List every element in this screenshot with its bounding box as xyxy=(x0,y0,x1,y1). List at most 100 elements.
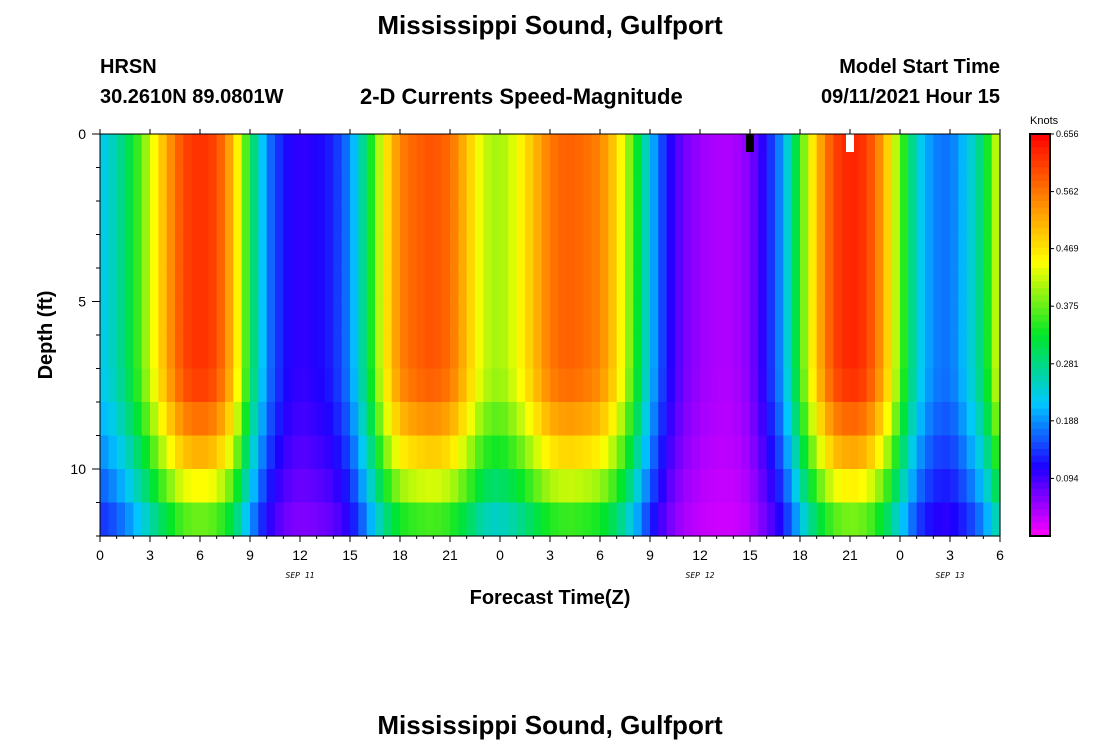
heatmap-cell xyxy=(375,502,384,537)
heatmap-cell xyxy=(891,435,901,470)
heatmap-cell xyxy=(766,167,776,202)
heatmap-cell xyxy=(650,435,659,470)
heatmap-cell xyxy=(191,502,201,537)
heatmap-cell xyxy=(516,167,526,202)
heatmap-cell xyxy=(525,134,534,169)
heatmap-cell xyxy=(391,201,401,236)
heatmap-cell xyxy=(841,469,851,504)
heatmap-cell xyxy=(950,502,959,537)
heatmap-cell xyxy=(341,335,351,370)
heatmap-cell xyxy=(375,268,384,303)
heatmap-cell xyxy=(275,201,284,236)
time-marker xyxy=(746,134,754,152)
heatmap-cell xyxy=(858,268,868,303)
heatmap-cell xyxy=(508,368,518,403)
heatmap-cell xyxy=(575,435,584,470)
heatmap-cell xyxy=(191,402,201,437)
heatmap-cell xyxy=(975,469,984,504)
heatmap-cell xyxy=(166,301,176,336)
date-label: SEP 13 xyxy=(936,571,965,580)
heatmap-cell xyxy=(400,469,409,504)
heatmap-cell xyxy=(750,435,759,470)
heatmap-cell xyxy=(483,502,493,537)
heatmap-cell xyxy=(908,301,918,336)
heatmap-cell xyxy=(391,502,401,537)
heatmap-cell xyxy=(858,201,868,236)
heatmap-cell xyxy=(266,368,276,403)
heatmap-cell xyxy=(466,335,476,370)
heatmap-cell xyxy=(575,201,584,236)
heatmap-cell xyxy=(658,402,668,437)
heatmap-cell xyxy=(766,469,776,504)
heatmap-cell xyxy=(975,201,984,236)
colorbar-cell xyxy=(1030,402,1050,410)
heatmap-cell xyxy=(350,167,359,202)
heatmap-cell xyxy=(350,335,359,370)
heatmap-cell xyxy=(425,134,434,169)
heatmap-cell xyxy=(966,368,976,403)
model-start-value: 09/11/2021 Hour 15 xyxy=(820,86,1000,108)
heatmap-cell xyxy=(866,201,876,236)
heatmap-cell xyxy=(291,402,301,437)
heatmap-cell xyxy=(850,435,859,470)
heatmap-cell xyxy=(316,234,326,269)
heatmap-cell xyxy=(525,167,534,202)
heatmap-cell xyxy=(641,335,651,370)
x-tick-label: 18 xyxy=(392,547,408,563)
heatmap-cell xyxy=(975,134,984,169)
heatmap-cell xyxy=(641,469,651,504)
heatmap-cell xyxy=(291,234,301,269)
heatmap-cell xyxy=(158,167,168,202)
heatmap-cell xyxy=(400,201,409,236)
heatmap-cell xyxy=(216,134,226,169)
heatmap-cell xyxy=(366,234,376,269)
heatmap-cell xyxy=(958,201,968,236)
heatmap-cell xyxy=(983,201,993,236)
heatmap-cell xyxy=(883,502,893,537)
heatmap-cell xyxy=(383,335,393,370)
heatmap-cell xyxy=(241,402,251,437)
heatmap-cell xyxy=(558,502,568,537)
heatmap-cell xyxy=(841,502,851,537)
heatmap-cell xyxy=(683,335,693,370)
heatmap-cell xyxy=(125,502,134,537)
heatmap-cell xyxy=(916,502,926,537)
heatmap-cell xyxy=(158,134,168,169)
heatmap-cell xyxy=(891,268,901,303)
heatmap-cell xyxy=(408,201,418,236)
heatmap-cell xyxy=(200,335,209,370)
heatmap-cell xyxy=(683,368,693,403)
heatmap-cell xyxy=(758,234,768,269)
heatmap-cell xyxy=(483,469,493,504)
heatmap-cell xyxy=(616,368,626,403)
heatmap-cell xyxy=(425,201,434,236)
heatmap-cell xyxy=(975,502,984,537)
heatmap-cell xyxy=(825,167,834,202)
heatmap-cell xyxy=(708,167,718,202)
heatmap-cell xyxy=(325,435,334,470)
colorbar-cell xyxy=(1030,268,1050,276)
heatmap-cell xyxy=(450,234,459,269)
colorbar-cell xyxy=(1030,187,1050,195)
heatmap-cell xyxy=(500,402,509,437)
heatmap-cell xyxy=(150,335,159,370)
heatmap-cell xyxy=(458,268,468,303)
heatmap-cell xyxy=(383,301,393,336)
heatmap-cell xyxy=(741,435,751,470)
heatmap-cell xyxy=(658,335,668,370)
colorbar-cell xyxy=(1030,381,1050,390)
heatmap-cell xyxy=(208,502,218,537)
heatmap-cell xyxy=(425,301,434,336)
heatmap-cell xyxy=(550,335,559,370)
heatmap-cell xyxy=(516,201,526,236)
heatmap-cell xyxy=(675,469,684,504)
heatmap-cell xyxy=(466,402,476,437)
heatmap-cell xyxy=(650,368,659,403)
heatmap-cell xyxy=(775,167,784,202)
heatmap-cell xyxy=(533,201,543,236)
heatmap-cell xyxy=(983,134,993,169)
heatmap-cell xyxy=(975,335,984,370)
heatmap-cell xyxy=(766,435,776,470)
heatmap-cell xyxy=(491,301,501,336)
heatmap-cell xyxy=(300,335,309,370)
